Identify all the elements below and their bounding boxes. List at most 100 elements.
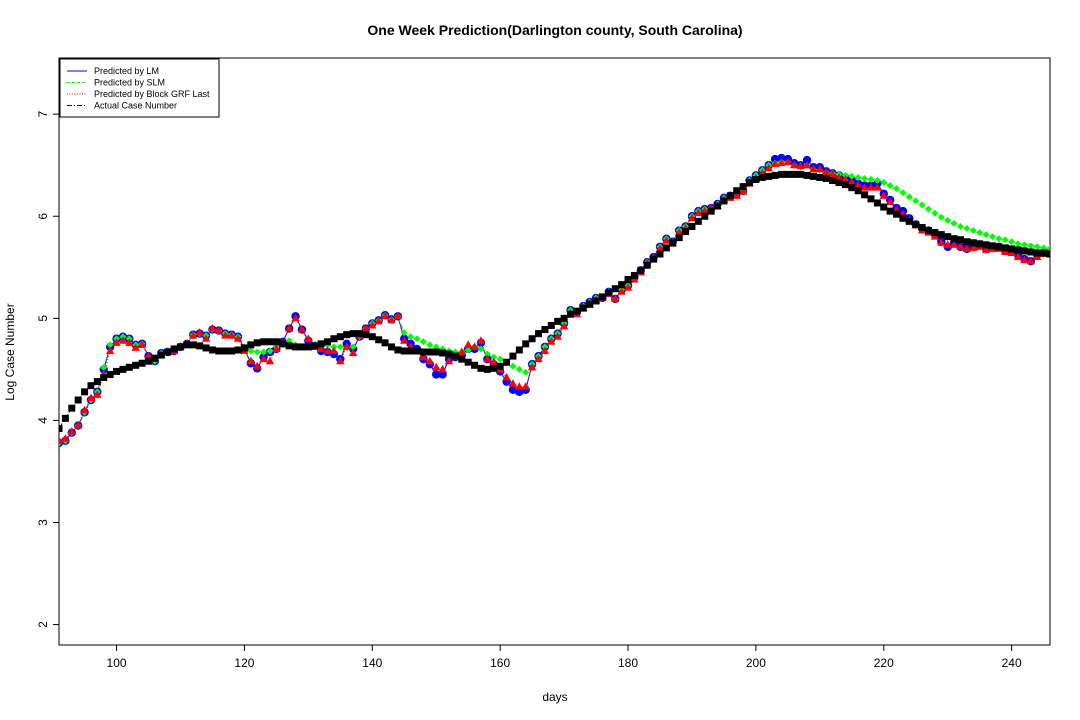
data-point [145,357,153,365]
data-point [426,341,434,349]
data-point [458,355,466,363]
data-point [1033,249,1041,257]
data-point [496,362,504,370]
data-point [1027,242,1035,250]
data-point [861,191,869,199]
data-point [918,223,926,231]
x-tick-label: 180 [618,656,638,670]
data-point [61,414,69,422]
data-point [867,195,875,203]
data-point [343,331,351,339]
data-point [784,170,792,178]
data-point [419,348,427,356]
data-point [189,331,198,339]
data-point [726,192,734,200]
data-point [438,364,447,373]
series-markers [59,170,1050,433]
data-point [790,160,799,169]
data-point [432,348,440,356]
data-point [694,208,703,217]
data-point [803,171,811,179]
data-point [375,336,383,344]
data-point [304,334,313,342]
legend-label: Actual Case Number [94,101,177,111]
data-point [746,179,754,187]
data-point [105,346,115,354]
data-point [112,338,121,346]
data-point [208,346,216,354]
data-point [540,346,550,354]
data-point [381,339,389,347]
data-point [125,363,133,371]
data-point [950,235,958,243]
data-point [496,355,504,363]
data-point [329,346,339,354]
data-point [637,266,645,274]
data-point [336,333,344,341]
data-point [1020,241,1028,249]
data-point [950,219,958,227]
data-point [214,326,224,334]
data-point [976,240,984,248]
data-point [611,285,619,293]
data-point [535,330,543,338]
data-point [815,164,825,173]
legend-box [59,58,220,118]
data-point [956,236,964,244]
data-point [963,238,971,246]
data-point [925,227,933,235]
data-point [323,346,332,354]
data-point [444,356,454,365]
data-point [74,396,82,404]
data-point [260,348,268,356]
data-point [694,217,702,225]
data-point [349,343,357,351]
data-point [374,316,383,325]
data-point [943,240,952,248]
data-point [253,339,261,347]
data-point [445,350,453,358]
data-point [854,173,862,181]
data-point [176,343,184,351]
data-point [720,197,728,205]
data-point [509,352,517,360]
data-point [208,324,217,332]
data-point [93,390,102,398]
data-point [508,379,518,387]
data-point [247,341,255,349]
data-point [707,207,715,215]
series-markers [59,153,1050,448]
data-point [1001,244,1009,252]
data-point [330,335,338,343]
data-point [1033,243,1041,251]
data-point [528,335,536,343]
data-point [67,427,76,435]
data-point [802,155,812,165]
data-point [732,191,741,199]
data-point [988,233,996,241]
data-point [119,365,127,373]
data-point [765,172,773,180]
data-point [1040,249,1048,257]
data-point [777,153,786,163]
data-point [739,183,747,191]
data-point [886,182,894,190]
data-point [1008,245,1016,253]
data-point [80,405,89,414]
data-point [522,340,530,348]
data-point [457,347,466,356]
data-point [349,330,357,338]
data-point [611,294,620,302]
data-point [361,324,371,332]
data-point [828,169,837,178]
data-point [201,334,211,342]
data-point [866,183,876,191]
data-point [464,358,472,366]
plot-frame [58,57,1051,646]
data-point [981,245,991,253]
y-tick-label: 7 [36,110,50,117]
data-point [413,335,421,343]
data-point [183,341,191,349]
data-point [675,234,683,242]
